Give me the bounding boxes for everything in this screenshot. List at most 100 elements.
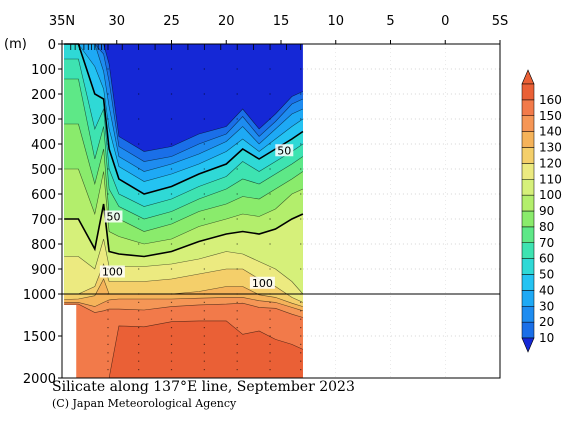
chart-credit: (C) Japan Meteorological Agency: [52, 397, 237, 410]
obs-dot: [236, 360, 238, 362]
obs-dot: [138, 243, 140, 245]
colorbar-cell-140: [521, 115, 535, 132]
obs-dot: [138, 268, 140, 270]
obs-dot: [203, 318, 205, 320]
colorbar-cell-60: [521, 242, 535, 259]
obs-dot: [138, 68, 140, 70]
obs-dot: [300, 310, 302, 312]
obs-dot: [138, 318, 140, 320]
obs-dot: [170, 268, 173, 270]
obs-dot: [236, 335, 238, 337]
colorbar-cell-80: [521, 210, 535, 228]
obs-dot: [138, 343, 140, 345]
obs-dot: [170, 193, 173, 195]
y-tick-label-700: 700: [31, 213, 56, 228]
obs-dot: [138, 168, 140, 170]
obs-dot: [107, 327, 109, 329]
x-tick-label-8: 5S: [492, 14, 509, 29]
obs-dot: [269, 343, 271, 345]
obs-dot: [236, 352, 238, 354]
colorbar-cell-100: [521, 179, 535, 196]
obs-dot: [236, 301, 238, 303]
contour-110: [64, 238, 304, 295]
obs-dot: [170, 327, 173, 329]
y-tick-label-100: 100: [31, 63, 56, 78]
obs-dot: [203, 310, 205, 312]
y-tick-label-0: 0: [48, 38, 56, 53]
colorbar-cell-20: [521, 306, 535, 323]
station-marks-layer: [70, 44, 302, 371]
obs-dot: [107, 143, 109, 145]
y-tick-label-800: 800: [31, 238, 56, 253]
colorbar-cell-120: [521, 147, 535, 164]
obs-dot: [269, 360, 271, 362]
obs-dot: [300, 168, 302, 170]
obs-dot: [107, 301, 109, 303]
obs-dot: [203, 168, 205, 170]
contour-label-1: 50: [277, 144, 291, 157]
obs-dot: [236, 143, 238, 145]
colorbar-cell-110: [521, 163, 535, 180]
obs-dot: [107, 68, 109, 70]
contour-40: [64, 43, 304, 182]
obs-dot: [203, 268, 205, 270]
y-tick-label-900: 900: [31, 263, 56, 278]
obs-dot: [269, 68, 271, 70]
colorbar-label-20: 20: [539, 315, 554, 329]
contour-label-0: 50: [106, 211, 120, 224]
obs-dot: [269, 327, 271, 329]
obs-dot: [170, 118, 173, 120]
obs-dot: [138, 93, 140, 95]
obs-dot: [170, 301, 173, 303]
obs-dot: [203, 343, 205, 345]
obs-dot: [203, 118, 205, 120]
obs-dot: [107, 268, 109, 270]
obs-dot: [107, 310, 109, 312]
colorbar-bottom-arrow: [521, 337, 535, 353]
obs-dot: [300, 218, 302, 220]
colorbar-cell-10: [521, 321, 535, 339]
colorbar-label-120: 120: [539, 156, 562, 170]
obs-dot: [170, 218, 173, 220]
colorbar-label-140: 140: [539, 125, 562, 139]
obs-dot: [138, 369, 140, 371]
obs-dot: [107, 335, 109, 337]
contour-60: [64, 58, 304, 207]
grid-layer: [302, 44, 500, 378]
obs-dot: [300, 268, 302, 270]
x-tick-label-0: 35N: [49, 14, 75, 29]
obs-dot: [170, 168, 173, 170]
colorbar-cell-160: [521, 83, 535, 101]
colorbar-label-40: 40: [539, 283, 554, 297]
obs-dot: [170, 68, 173, 70]
colorbar-label-50: 50: [539, 268, 554, 282]
contour-label-bg: [99, 265, 125, 278]
obs-dot: [269, 143, 271, 145]
obs-dot: [107, 93, 109, 95]
obs-dot: [138, 310, 140, 312]
obs-dot: [203, 360, 205, 362]
obs-dot: [203, 335, 205, 337]
x-tick-label-1: 30: [108, 14, 125, 29]
obs-dot: [236, 118, 238, 120]
section-fill-layer: [62, 44, 303, 378]
obs-dot: [138, 118, 140, 120]
obs-dot: [138, 218, 140, 220]
colorbar-label-60: 60: [539, 252, 554, 266]
colorbar-cell-50: [521, 258, 535, 275]
x-tick-label-3: 20: [218, 14, 235, 29]
y-unit-label: (m): [4, 37, 27, 52]
bottom-mask: [62, 305, 77, 378]
obs-dot: [236, 93, 238, 95]
obs-dot: [300, 343, 302, 345]
obs-dot: [170, 369, 173, 371]
obs-dot: [236, 343, 238, 345]
y-tick-label-300: 300: [31, 113, 56, 128]
y-tick-label-1000: 1000: [23, 288, 56, 303]
x-tick-label-5: 10: [327, 14, 344, 29]
y-tick-label-1500: 1500: [23, 330, 56, 345]
obs-dot: [269, 118, 271, 120]
obs-dot: [269, 168, 271, 170]
obs-dot: [300, 318, 302, 320]
